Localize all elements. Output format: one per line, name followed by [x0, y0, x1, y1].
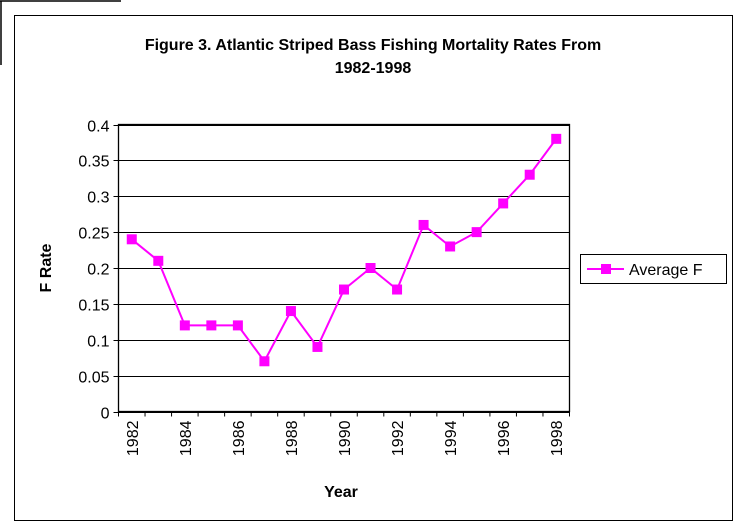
data-point-1989 — [312, 341, 323, 352]
data-point-1993 — [418, 219, 429, 230]
data-point-1998 — [551, 133, 562, 144]
x-tick-label: 1986 — [231, 420, 248, 456]
legend-marker — [601, 264, 611, 274]
data-point-1983 — [153, 255, 164, 266]
legend: Average F — [580, 254, 727, 284]
data-point-1990 — [339, 284, 349, 295]
y-tick-label: 0.35 — [78, 154, 109, 171]
x-tick-label: 1982 — [125, 420, 142, 456]
x-tick-label: 1990 — [337, 420, 354, 456]
x-tick-label: 1984 — [178, 420, 195, 456]
data-point-1994 — [445, 241, 456, 252]
data-point-1997 — [524, 169, 535, 180]
chart-title-line-1: Figure 3. Atlantic Striped Bass Fishing … — [145, 37, 601, 54]
y-tick-label: 0.15 — [78, 298, 109, 315]
x-tick-label: 1994 — [443, 420, 460, 456]
x-tick-label: 1988 — [284, 420, 301, 456]
x-axis-label: Year — [324, 484, 358, 501]
data-point-1982 — [126, 234, 137, 245]
data-point-1985 — [206, 320, 217, 331]
y-tick-label: 0.3 — [87, 190, 109, 207]
data-point-1995 — [471, 227, 482, 238]
chart-title-line-2: 1982-1998 — [335, 60, 412, 77]
y-tick-label: 0.2 — [87, 262, 109, 279]
y-tick-label: 0 — [101, 406, 110, 423]
x-tick-label: 1998 — [549, 420, 566, 456]
x-tick-label: 1996 — [496, 420, 513, 456]
data-point-1996 — [498, 198, 509, 209]
data-point-1984 — [179, 320, 190, 331]
data-point-1987 — [259, 356, 270, 367]
y-tick-label: 0.4 — [87, 119, 109, 136]
y-tick-label: 0.25 — [78, 226, 109, 243]
data-point-1991 — [365, 263, 376, 273]
data-point-1986 — [232, 320, 243, 331]
data-point-1992 — [392, 284, 403, 295]
legend-label: Average F — [629, 262, 703, 279]
data-point-1988 — [285, 306, 296, 317]
x-tick-label: 1992 — [390, 420, 407, 456]
y-tick-label: 0.05 — [78, 370, 109, 387]
y-axis-label: F Rate — [38, 243, 55, 292]
y-tick-label: 0.1 — [87, 334, 109, 351]
